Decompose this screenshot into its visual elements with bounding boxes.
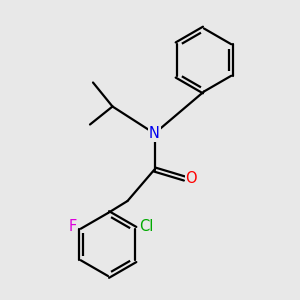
Text: Cl: Cl xyxy=(140,219,154,234)
Text: O: O xyxy=(185,171,197,186)
Text: N: N xyxy=(149,126,160,141)
Text: F: F xyxy=(68,219,76,234)
